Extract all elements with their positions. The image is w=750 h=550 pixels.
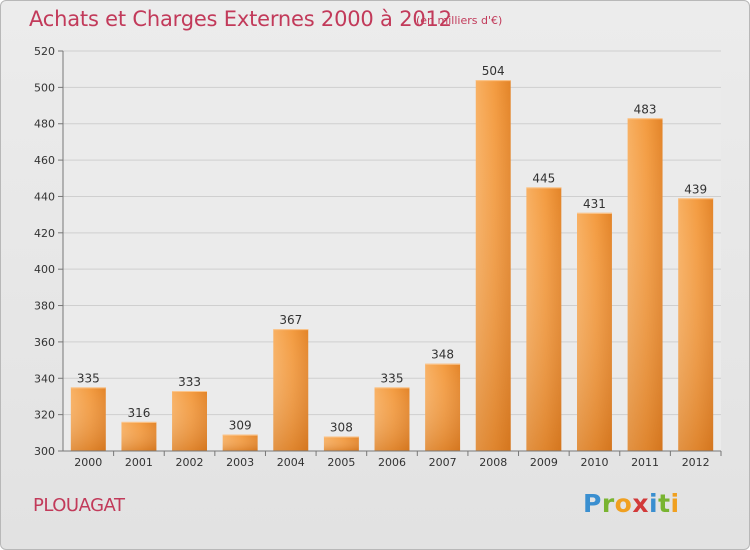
y-axis: 300 320 340 360 380 400 420 440 460 480 500 520 (34, 45, 64, 458)
y-tick-label: 460 (34, 154, 55, 167)
bar-shade (172, 391, 208, 451)
bar-shade (627, 118, 663, 451)
data-label: 335 (77, 371, 100, 385)
y-tick-label: 320 (34, 409, 55, 422)
data-label: 309 (229, 419, 252, 433)
y-tick-label: 400 (34, 263, 55, 276)
chart-title: Achats et Charges Externes 2000 à 2012 (29, 7, 452, 31)
bar-shade (526, 187, 562, 451)
x-tick-label: 2008 (479, 456, 507, 469)
bar-shade (374, 387, 410, 451)
y-tick-label: 520 (34, 45, 55, 58)
y-tick-label: 360 (34, 336, 55, 349)
data-label: 335 (381, 371, 404, 385)
data-label: 483 (634, 102, 657, 116)
data-label: 333 (178, 375, 201, 389)
data-label: 316 (127, 406, 150, 420)
bar-shade (121, 421, 157, 451)
bar-shade (425, 363, 461, 451)
bar-shade (678, 198, 714, 451)
brand-logo: Proxiti (583, 489, 680, 518)
x-axis: 2000 2001 2002 2003 2004 2005 2006 2007 2008 2009… (63, 450, 722, 469)
x-tick-label: 2002 (176, 456, 204, 469)
y-tick-label: 380 (34, 300, 55, 313)
y-tick-label: 440 (34, 190, 55, 203)
bar-shade (222, 434, 258, 451)
data-label: 504 (482, 64, 505, 78)
x-tick-label: 2012 (682, 456, 710, 469)
data-label: 445 (532, 171, 555, 185)
bar-shade (576, 212, 612, 451)
bars: 335 316 333 309 367 308 335 348 504 445 431 483 439 (70, 64, 714, 451)
place-name: PLOUAGAT (33, 495, 125, 516)
bar-shade (323, 436, 359, 451)
data-label: 439 (684, 182, 707, 196)
bar-shade (475, 80, 511, 451)
y-tick-label: 340 (34, 372, 55, 385)
x-tick-label: 2000 (74, 456, 102, 469)
data-label: 367 (279, 313, 302, 327)
x-tick-label: 2004 (277, 456, 305, 469)
x-tick-label: 2005 (327, 456, 355, 469)
chart-subtitle: (en milliers d'€) (416, 14, 503, 27)
data-label: 431 (583, 197, 606, 211)
x-tick-label: 2007 (429, 456, 457, 469)
x-tick-label: 2001 (125, 456, 153, 469)
data-label: 308 (330, 420, 353, 434)
x-tick-label: 2003 (226, 456, 254, 469)
y-tick-label: 480 (34, 118, 55, 131)
x-tick-label: 2006 (378, 456, 406, 469)
x-tick-label: 2011 (631, 456, 659, 469)
x-tick-label: 2009 (530, 456, 558, 469)
y-tick-label: 420 (34, 227, 55, 240)
y-tick-label: 500 (34, 81, 55, 94)
data-label: 348 (431, 348, 454, 362)
x-tick-label: 2010 (580, 456, 608, 469)
bar-shade (273, 329, 309, 451)
y-tick-label: 300 (34, 445, 55, 458)
bar-shade (70, 387, 106, 451)
